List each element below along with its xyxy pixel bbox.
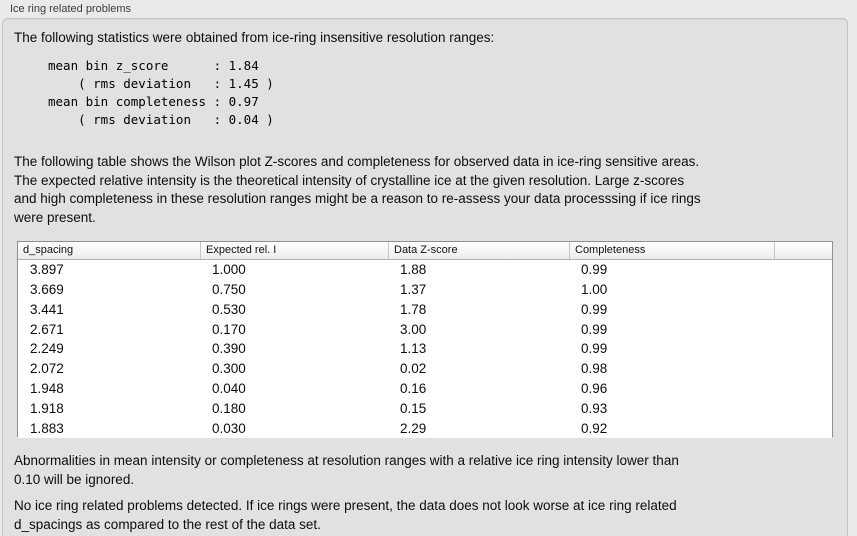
table-row[interactable]: 2.072 0.300 0.02 0.98 — [18, 358, 832, 379]
table-row[interactable]: 1.918 0.180 0.15 0.93 — [18, 398, 832, 419]
table-row[interactable]: 2.249 0.390 1.13 0.99 — [18, 339, 832, 359]
table-description-line: were present. — [14, 209, 96, 225]
table-cell: 0.98 — [581, 361, 608, 377]
conclusion-text: No ice ring related problems detected. I… — [14, 496, 677, 534]
table-header-row: d_spacing Expected rel. I Data Z-score C… — [18, 242, 832, 260]
intro-text: The following statistics were obtained f… — [14, 29, 494, 48]
table-row[interactable]: 2.671 0.170 3.00 0.99 — [18, 319, 832, 340]
table-row[interactable]: 1.948 0.040 0.16 0.96 — [18, 378, 832, 399]
table-cell: 1.000 — [212, 262, 246, 278]
stats-block: mean bin z_score : 1.84 ( rms deviation … — [48, 58, 274, 127]
table-cell: 3.00 — [400, 321, 427, 337]
column-header-filler — [774, 242, 832, 259]
table-cell: 0.750 — [212, 282, 246, 298]
table-cell: 1.88 — [400, 262, 427, 278]
table-body: 3.897 1.000 1.88 0.99 3.669 0.750 1.37 1.00 3.44… — [18, 260, 832, 438]
intro-line: The following statistics were obtained f… — [14, 30, 495, 45]
table-cell: 0.300 — [212, 361, 246, 377]
table-cell: 1.00 — [581, 282, 608, 298]
table-row[interactable]: 1.883 0.030 2.29 0.92 — [18, 418, 832, 438]
table-cell: 0.99 — [581, 341, 608, 357]
table-cell: 0.040 — [212, 380, 246, 396]
ice-ring-table: d_spacing Expected rel. I Data Z-score C… — [17, 241, 833, 438]
table-cell: 2.671 — [30, 321, 64, 337]
table-cell: 1.883 — [30, 420, 64, 436]
table-description-line: The following table shows the Wilson plo… — [14, 154, 700, 169]
conclusion-line: No ice ring related problems detected. I… — [14, 498, 677, 513]
table-cell: 2.249 — [30, 341, 64, 357]
column-header-completeness[interactable]: Completeness — [569, 242, 774, 259]
table-cell: 0.99 — [581, 262, 608, 278]
table-cell: 0.99 — [581, 321, 608, 337]
ignore-note-line: Abnormalities in mean intensity or compl… — [14, 453, 679, 468]
table-cell: 0.390 — [212, 341, 246, 357]
table-cell: 0.15 — [400, 400, 427, 416]
table-cell: 0.92 — [581, 420, 608, 436]
table-cell: 0.530 — [212, 301, 246, 317]
table-cell: 0.030 — [212, 420, 246, 436]
table-cell: 0.96 — [581, 380, 608, 396]
table-cell: 2.29 — [400, 420, 427, 436]
table-cell: 3.897 — [30, 262, 64, 278]
table-cell: 1.37 — [400, 282, 427, 298]
table-cell: 0.170 — [212, 321, 246, 337]
table-cell: 0.180 — [212, 400, 246, 416]
table-cell: 0.16 — [400, 380, 427, 396]
column-header-d-spacing[interactable]: d_spacing — [23, 244, 74, 256]
ignore-note-line: 0.10 will be ignored. — [14, 472, 135, 487]
column-header-expected-rel-i[interactable]: Expected rel. I — [200, 242, 388, 259]
conclusion-line: d_spacings as compared to the rest of th… — [14, 517, 321, 532]
table-cell: 3.441 — [30, 301, 64, 317]
table-cell: 1.78 — [400, 301, 427, 317]
table-cell: 1.918 — [30, 400, 64, 416]
table-cell: 1.13 — [400, 341, 427, 357]
table-description: The following table shows the Wilson plo… — [14, 153, 701, 227]
table-cell: 3.669 — [30, 282, 64, 298]
table-description-line: and high completeness in these resolutio… — [14, 191, 701, 206]
panel-title: Ice ring related problems — [10, 3, 132, 15]
table-cell: 0.02 — [400, 361, 427, 377]
table-cell: 2.072 — [30, 361, 64, 377]
table-row[interactable]: 3.897 1.000 1.88 0.99 — [18, 260, 832, 280]
table-description-line: The expected relative intensity is the t… — [14, 172, 685, 188]
table-cell: 1.948 — [30, 380, 64, 396]
table-row[interactable]: 3.669 0.750 1.37 1.00 — [18, 279, 832, 300]
column-header-data-z-score[interactable]: Data Z-score — [388, 242, 569, 259]
table-cell: 0.93 — [581, 400, 608, 416]
table-cell: 0.99 — [581, 301, 608, 317]
table-row[interactable]: 3.441 0.530 1.78 0.99 — [18, 299, 832, 320]
ignore-note: Abnormalities in mean intensity or compl… — [14, 451, 679, 489]
